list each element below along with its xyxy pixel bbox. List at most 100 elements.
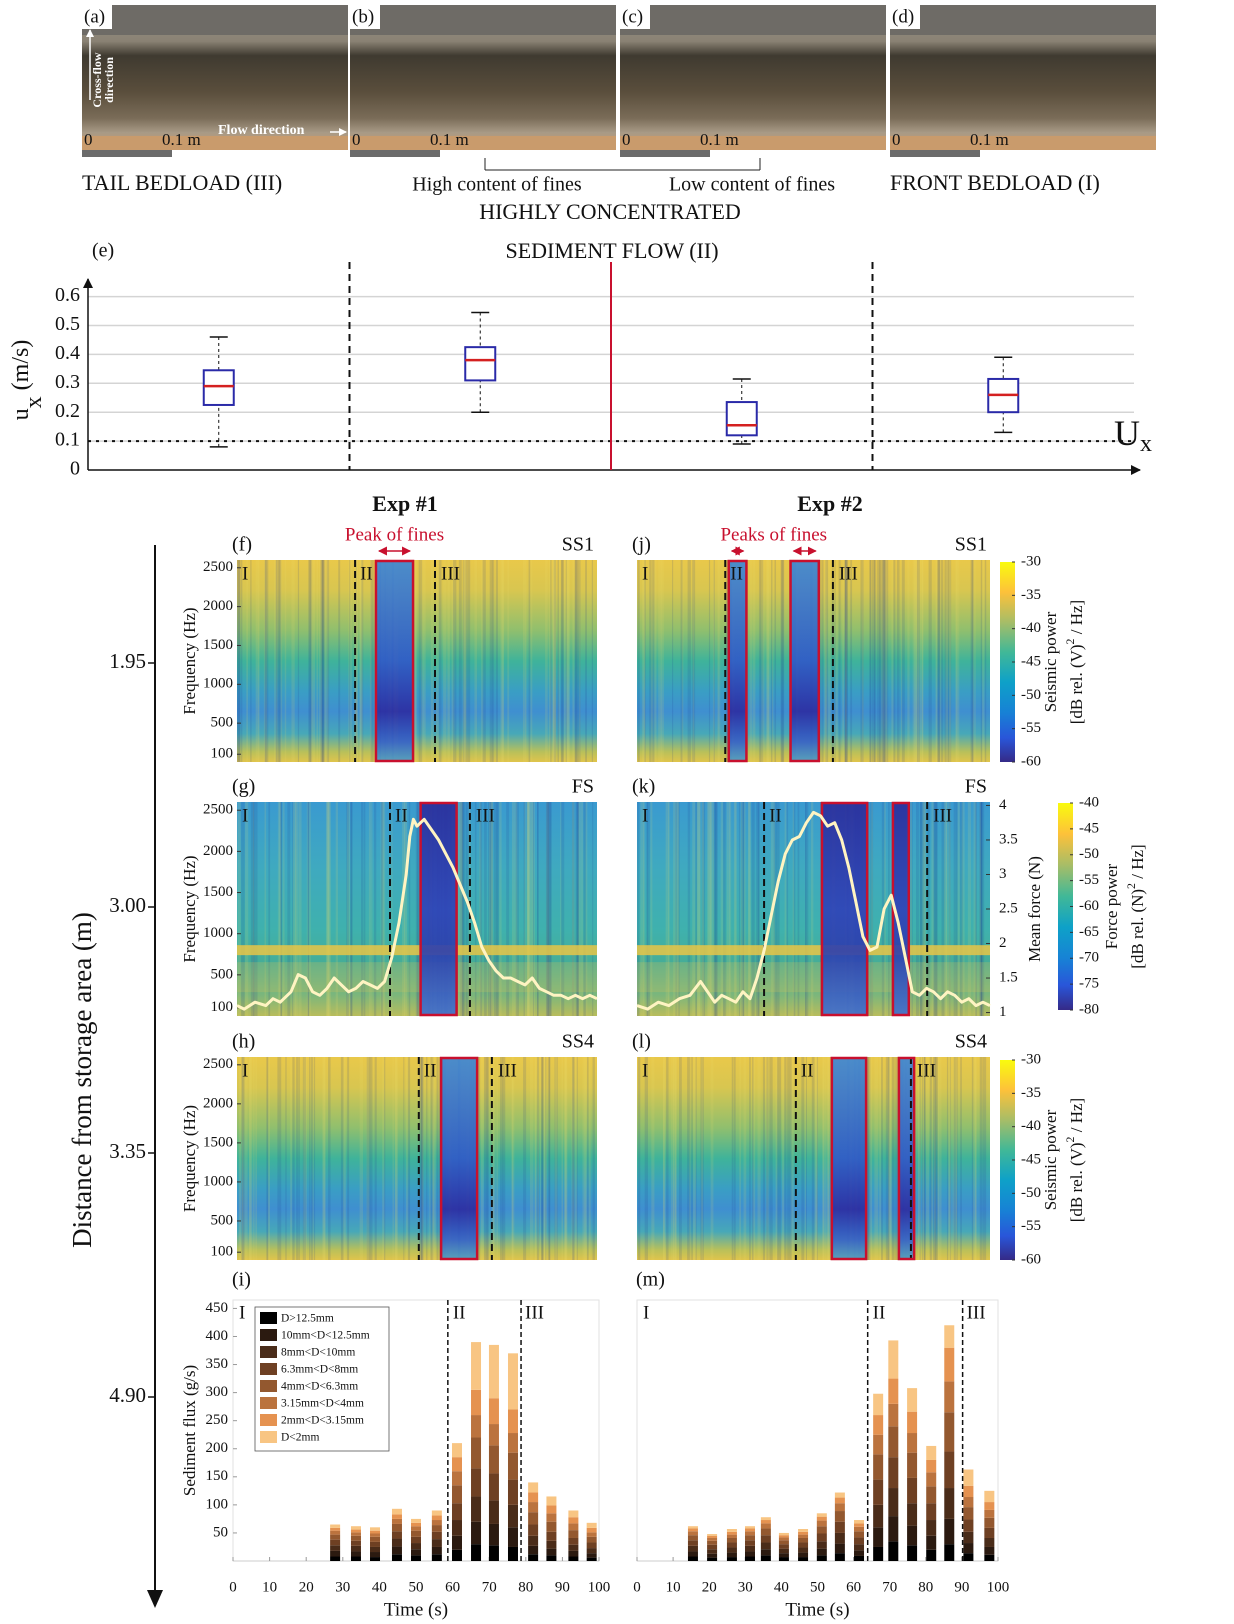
phase-label: I — [242, 805, 248, 826]
bar-segment — [926, 1486, 937, 1504]
bar-segment — [568, 1537, 579, 1545]
legend-swatch — [260, 1312, 277, 1324]
texture — [534, 1057, 536, 1260]
y-axis-label: Sediment flux (g/s) — [180, 1365, 199, 1496]
texture — [872, 560, 876, 762]
texture — [748, 802, 751, 1016]
texture — [280, 802, 282, 1016]
box — [464, 346, 497, 382]
texture — [984, 560, 987, 762]
texture — [786, 802, 789, 1016]
texture — [873, 560, 877, 762]
bar-segment — [391, 1514, 402, 1519]
texture — [777, 1057, 780, 1260]
texture — [919, 1057, 921, 1260]
legend-swatch — [260, 1397, 277, 1409]
scale-label: 0 — [352, 130, 361, 149]
bar-segment — [760, 1523, 771, 1529]
texture — [948, 802, 951, 1016]
texture — [531, 802, 535, 1016]
texture — [844, 560, 848, 762]
texture — [955, 1057, 957, 1260]
texture — [415, 802, 419, 1016]
texture — [577, 802, 581, 1016]
texture — [499, 802, 502, 1016]
texture — [371, 802, 373, 1016]
texture — [549, 1057, 551, 1260]
y-tick-label: 500 — [211, 1212, 234, 1228]
texture — [756, 802, 760, 1016]
texture — [961, 802, 965, 1016]
bar-segment — [963, 1469, 974, 1486]
texture — [554, 1057, 556, 1260]
x-tick-label: 40 — [372, 1579, 387, 1595]
texture — [956, 1057, 958, 1260]
bar-segment — [984, 1517, 995, 1528]
bar-segment — [907, 1411, 918, 1434]
bar-segment — [926, 1520, 937, 1536]
bar-segment — [370, 1552, 381, 1558]
texture — [322, 1057, 326, 1260]
texture — [933, 802, 936, 1016]
phase-label: I — [642, 1060, 648, 1081]
bar-segment — [873, 1504, 884, 1528]
texture — [277, 802, 281, 1016]
bar-segment — [507, 1546, 518, 1561]
bar-segment — [907, 1503, 918, 1526]
bar-segment — [391, 1518, 402, 1524]
bar-segment — [944, 1347, 955, 1382]
texture — [928, 560, 932, 762]
texture — [743, 802, 746, 1016]
texture — [827, 560, 831, 762]
sensor-label: SS4 — [562, 1031, 594, 1053]
texture — [237, 560, 241, 762]
bar-segment — [778, 1548, 789, 1554]
texture — [407, 1057, 411, 1260]
texture — [366, 1057, 370, 1260]
bar-segment — [798, 1537, 809, 1543]
texture — [646, 802, 648, 1016]
texture — [881, 1057, 883, 1260]
texture — [767, 560, 769, 762]
texture — [525, 560, 527, 762]
low-power-zone — [420, 802, 457, 1016]
texture — [416, 802, 420, 1016]
texture — [242, 1057, 245, 1260]
bar-segment — [798, 1552, 809, 1558]
texture — [479, 802, 482, 1016]
texture — [461, 802, 465, 1016]
bar-segment — [471, 1521, 482, 1545]
bar-segment — [798, 1531, 809, 1535]
texture — [757, 802, 760, 1016]
texture — [485, 1057, 488, 1260]
bar-segment — [370, 1527, 381, 1531]
bar-segment — [816, 1513, 827, 1517]
texture — [370, 1057, 373, 1260]
texture — [296, 1057, 298, 1260]
highlight-box — [789, 559, 821, 763]
bar-segment — [926, 1472, 937, 1487]
panel-label: (d) — [892, 6, 914, 27]
y-tick-label: 300 — [206, 1384, 229, 1400]
bar-segment — [687, 1526, 698, 1529]
texture — [834, 560, 836, 762]
photo-top — [350, 5, 616, 35]
bar-segment — [744, 1531, 755, 1536]
y-tick-label: 0.5 — [55, 313, 80, 335]
texture — [948, 802, 951, 1016]
texture — [672, 560, 674, 762]
texture — [338, 560, 341, 762]
bar-segment — [726, 1547, 737, 1553]
texture — [438, 560, 442, 762]
texture — [895, 1057, 899, 1260]
texture — [500, 1057, 504, 1260]
texture — [577, 560, 581, 762]
texture — [761, 560, 765, 762]
texture — [869, 560, 872, 762]
texture — [917, 560, 921, 762]
texture — [774, 560, 777, 762]
bar-segment — [546, 1513, 557, 1522]
texture — [366, 1057, 370, 1260]
texture — [923, 1057, 926, 1260]
texture — [945, 560, 949, 762]
